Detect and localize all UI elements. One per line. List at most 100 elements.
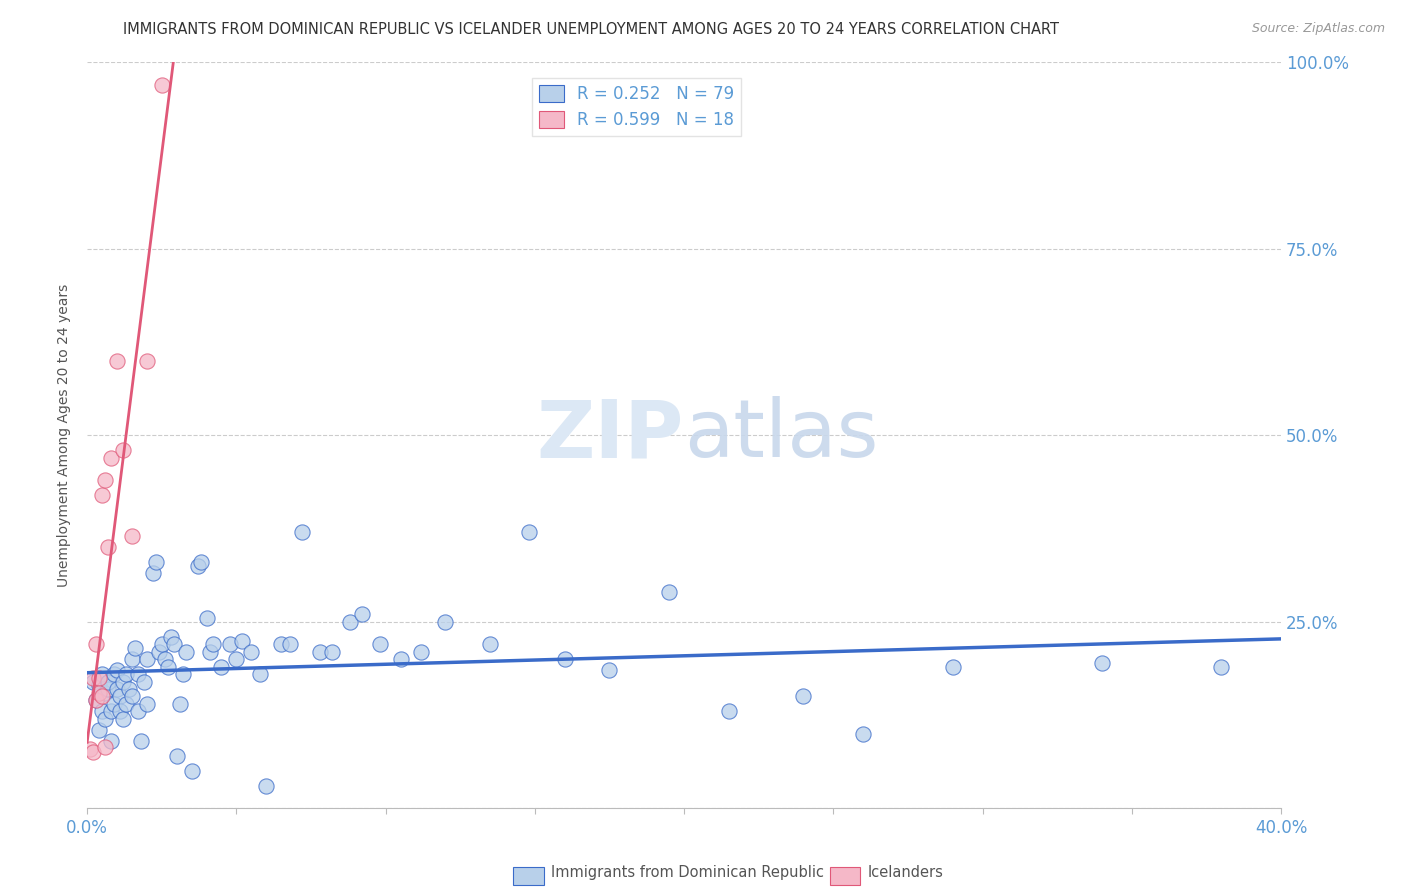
- Point: [94, 473, 117, 487]
- Point: [91, 667, 114, 681]
- Point: [368, 637, 391, 651]
- Point: [103, 697, 125, 711]
- Point: [291, 525, 314, 540]
- Point: [100, 734, 122, 748]
- Point: [339, 615, 361, 629]
- Point: [249, 667, 271, 681]
- Point: [852, 727, 875, 741]
- Point: [87, 678, 110, 692]
- Point: [108, 690, 131, 704]
- Point: [135, 353, 157, 368]
- Point: [159, 630, 181, 644]
- Point: [201, 637, 224, 651]
- Point: [153, 652, 176, 666]
- Point: [219, 637, 242, 651]
- Point: [129, 734, 152, 748]
- Point: [111, 712, 134, 726]
- Point: [91, 690, 114, 704]
- Point: [148, 645, 170, 659]
- Point: [94, 686, 117, 700]
- Point: [103, 667, 125, 681]
- Point: [150, 637, 173, 651]
- Point: [479, 637, 502, 651]
- Point: [132, 674, 155, 689]
- Point: [792, 690, 814, 704]
- Point: [254, 779, 277, 793]
- Point: [389, 652, 412, 666]
- Point: [87, 723, 110, 737]
- Point: [198, 645, 221, 659]
- Point: [942, 659, 965, 673]
- Point: [97, 540, 120, 554]
- Point: [91, 705, 114, 719]
- Point: [127, 667, 149, 681]
- Point: [121, 690, 143, 704]
- Point: [190, 555, 212, 569]
- Point: [172, 667, 194, 681]
- Point: [517, 525, 540, 540]
- Point: [411, 645, 433, 659]
- Point: [717, 705, 740, 719]
- Point: [135, 697, 157, 711]
- Point: [87, 686, 110, 700]
- Point: [163, 637, 186, 651]
- Point: [118, 681, 141, 696]
- Point: [87, 671, 110, 685]
- Point: [278, 637, 301, 651]
- Point: [111, 674, 134, 689]
- Point: [82, 671, 104, 685]
- Point: [434, 615, 457, 629]
- Point: [97, 681, 120, 696]
- Point: [84, 637, 107, 651]
- Point: [100, 450, 122, 465]
- Point: [231, 633, 253, 648]
- Point: [309, 645, 332, 659]
- Point: [82, 746, 104, 760]
- Point: [82, 674, 104, 689]
- Point: [195, 611, 218, 625]
- Point: [97, 674, 120, 689]
- Point: [121, 529, 143, 543]
- Point: [225, 652, 247, 666]
- Point: [321, 645, 343, 659]
- Point: [187, 558, 209, 573]
- Point: [105, 353, 128, 368]
- Point: [156, 659, 179, 673]
- Point: [127, 705, 149, 719]
- Point: [554, 652, 576, 666]
- Point: [350, 607, 373, 622]
- Point: [121, 652, 143, 666]
- Point: [84, 693, 107, 707]
- Point: [100, 705, 122, 719]
- Point: [115, 697, 138, 711]
- Point: [145, 555, 167, 569]
- Legend: R = 0.252   N = 79, R = 0.599   N = 18: R = 0.252 N = 79, R = 0.599 N = 18: [531, 78, 741, 136]
- Text: Immigrants from Dominican Republic: Immigrants from Dominican Republic: [551, 865, 824, 880]
- Point: [174, 645, 197, 659]
- Y-axis label: Unemployment Among Ages 20 to 24 years: Unemployment Among Ages 20 to 24 years: [58, 284, 72, 587]
- Point: [166, 749, 188, 764]
- Point: [658, 585, 681, 599]
- Point: [111, 443, 134, 458]
- Point: [105, 681, 128, 696]
- Text: ZIP: ZIP: [537, 396, 685, 475]
- Point: [79, 741, 101, 756]
- Point: [94, 712, 117, 726]
- Text: Icelanders: Icelanders: [868, 865, 943, 880]
- Point: [270, 637, 292, 651]
- Text: IMMIGRANTS FROM DOMINICAN REPUBLIC VS ICELANDER UNEMPLOYMENT AMONG AGES 20 TO 24: IMMIGRANTS FROM DOMINICAN REPUBLIC VS IC…: [122, 22, 1059, 37]
- Point: [84, 693, 107, 707]
- Point: [169, 697, 191, 711]
- Point: [115, 667, 138, 681]
- Point: [94, 740, 117, 755]
- Point: [240, 645, 263, 659]
- Point: [1211, 659, 1233, 673]
- Point: [211, 659, 233, 673]
- Point: [598, 664, 620, 678]
- Point: [135, 652, 157, 666]
- Point: [108, 705, 131, 719]
- Text: Source: ZipAtlas.com: Source: ZipAtlas.com: [1251, 22, 1385, 36]
- Point: [150, 78, 173, 92]
- Text: atlas: atlas: [685, 396, 879, 475]
- Point: [91, 488, 114, 502]
